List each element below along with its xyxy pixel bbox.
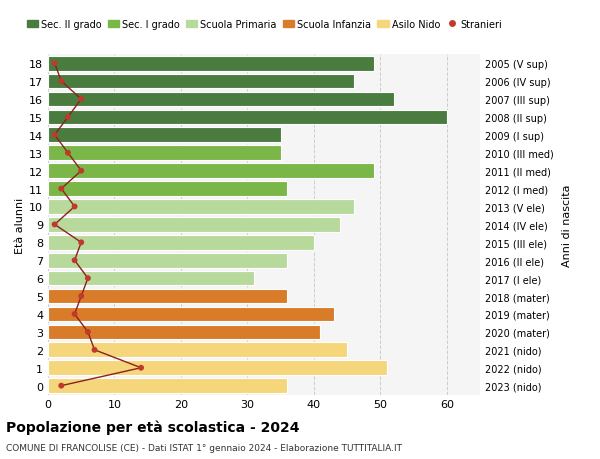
Y-axis label: Anni di nascita: Anni di nascita — [562, 184, 572, 266]
Bar — [48, 92, 394, 107]
Point — [50, 221, 59, 229]
Bar — [48, 307, 334, 322]
Point — [70, 203, 79, 211]
Bar — [48, 289, 287, 304]
Bar — [48, 146, 281, 161]
Point — [50, 60, 59, 67]
Point — [83, 329, 92, 336]
Point — [56, 78, 66, 85]
Bar — [48, 110, 447, 125]
Text: COMUNE DI FRANCOLISE (CE) - Dati ISTAT 1° gennaio 2024 - Elaborazione TUTTITALIA: COMUNE DI FRANCOLISE (CE) - Dati ISTAT 1… — [6, 443, 402, 452]
Point — [70, 311, 79, 318]
Y-axis label: Età alunni: Età alunni — [15, 197, 25, 253]
Bar — [48, 253, 287, 268]
Point — [70, 257, 79, 264]
Bar — [48, 57, 374, 71]
Point — [50, 132, 59, 139]
Point — [76, 168, 86, 175]
Bar — [48, 218, 340, 232]
Bar — [48, 128, 281, 143]
Point — [76, 293, 86, 300]
Point — [76, 96, 86, 103]
Bar — [48, 74, 354, 89]
Bar — [48, 343, 347, 358]
Bar — [48, 325, 320, 340]
Bar — [48, 379, 287, 393]
Point — [63, 114, 73, 121]
Point — [83, 275, 92, 282]
Text: Popolazione per età scolastica - 2024: Popolazione per età scolastica - 2024 — [6, 420, 299, 435]
Bar — [48, 164, 374, 179]
Bar — [48, 271, 254, 286]
Point — [63, 150, 73, 157]
Point — [56, 382, 66, 390]
Point — [136, 364, 146, 372]
Bar — [48, 361, 387, 375]
Bar — [48, 235, 314, 250]
Point — [76, 239, 86, 246]
Legend: Sec. II grado, Sec. I grado, Scuola Primaria, Scuola Infanzia, Asilo Nido, Stran: Sec. II grado, Sec. I grado, Scuola Prim… — [23, 16, 506, 34]
Bar — [48, 200, 354, 214]
Point — [90, 347, 100, 354]
Point — [56, 185, 66, 193]
Bar — [48, 182, 287, 196]
